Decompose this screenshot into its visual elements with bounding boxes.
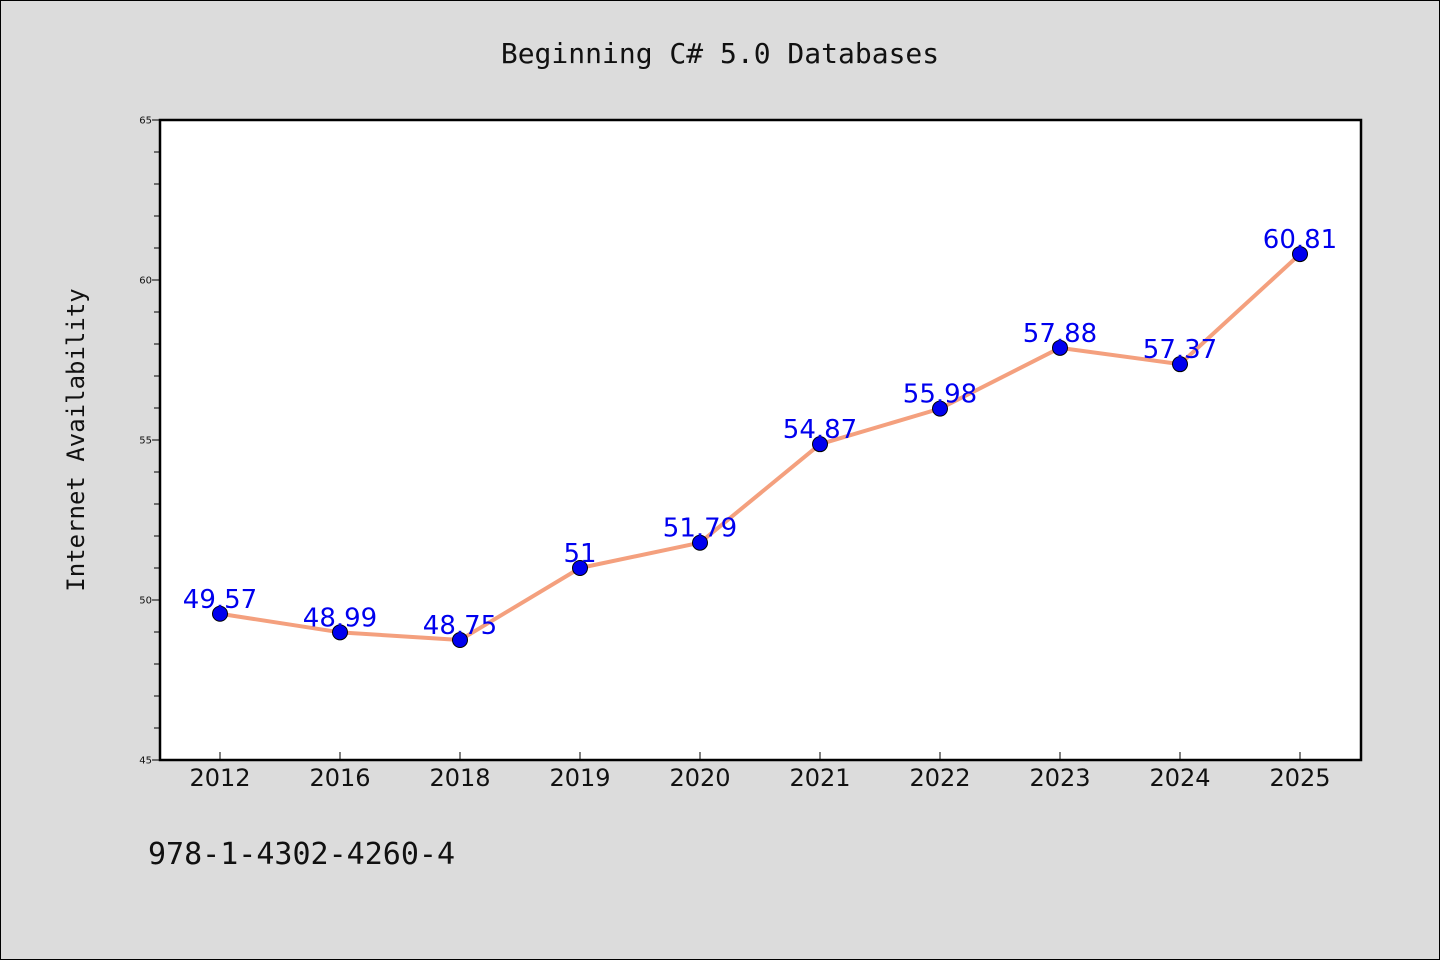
data-label: 49.57: [183, 585, 257, 615]
data-point: [1052, 339, 1068, 356]
data-point: [932, 400, 948, 417]
x-tick-label: 2016: [309, 764, 370, 792]
data-label: 55.98: [903, 380, 977, 410]
y-tick-label: 65: [139, 116, 152, 127]
x-tick-label: 2018: [429, 764, 490, 792]
data-series: 49.57 48.99 48.75 51 51.79 54.87 55.98 57.88 57.…: [183, 225, 1337, 648]
data-point: [1292, 246, 1308, 263]
y-tick-label: 45: [139, 756, 152, 767]
x-tick-label: 2025: [1269, 764, 1330, 792]
data-label: 60.81: [1263, 225, 1337, 255]
data-point: [212, 605, 228, 622]
isbn-footnote: 978-1-4302-4260-4: [148, 837, 455, 872]
data-label: 48.99: [303, 603, 377, 633]
chart-title: Beginning C# 5.0 Databases: [501, 37, 939, 70]
y-axis: 45 50 55 60 65: [139, 116, 160, 767]
y-axis-label: Internet Availability: [62, 288, 90, 591]
data-point: [692, 534, 708, 551]
data-label: 54.87: [783, 415, 857, 445]
data-label: 57.37: [1143, 335, 1217, 365]
data-point: [1172, 356, 1188, 373]
y-tick-label: 55: [139, 436, 152, 447]
plot-border: [158, 118, 1363, 762]
x-axis: 2012 2016 2018 2019 2020 2021 2022 2023 2024 2025: [189, 752, 1331, 792]
data-label: 51: [563, 539, 596, 569]
x-tick-label: 2024: [1149, 764, 1210, 792]
data-label: 57.88: [1023, 319, 1097, 349]
x-tick-label: 2022: [909, 764, 970, 792]
data-point: [452, 632, 468, 648]
x-tick-label: 2020: [669, 764, 730, 792]
plot-area: [160, 120, 1361, 760]
x-tick-label: 2023: [1029, 764, 1090, 792]
x-tick-label: 2012: [189, 764, 250, 792]
data-point: [332, 624, 348, 641]
data-label: 48.75: [423, 611, 497, 641]
y-tick-label: 60: [139, 276, 152, 287]
x-tick-label: 2021: [789, 764, 850, 792]
data-label: 51.79: [663, 514, 737, 544]
y-tick-label: 50: [139, 596, 152, 607]
series-line: [218, 252, 1302, 642]
data-point: [572, 560, 588, 576]
data-point: [812, 436, 828, 453]
x-tick-label: 2019: [549, 764, 610, 792]
